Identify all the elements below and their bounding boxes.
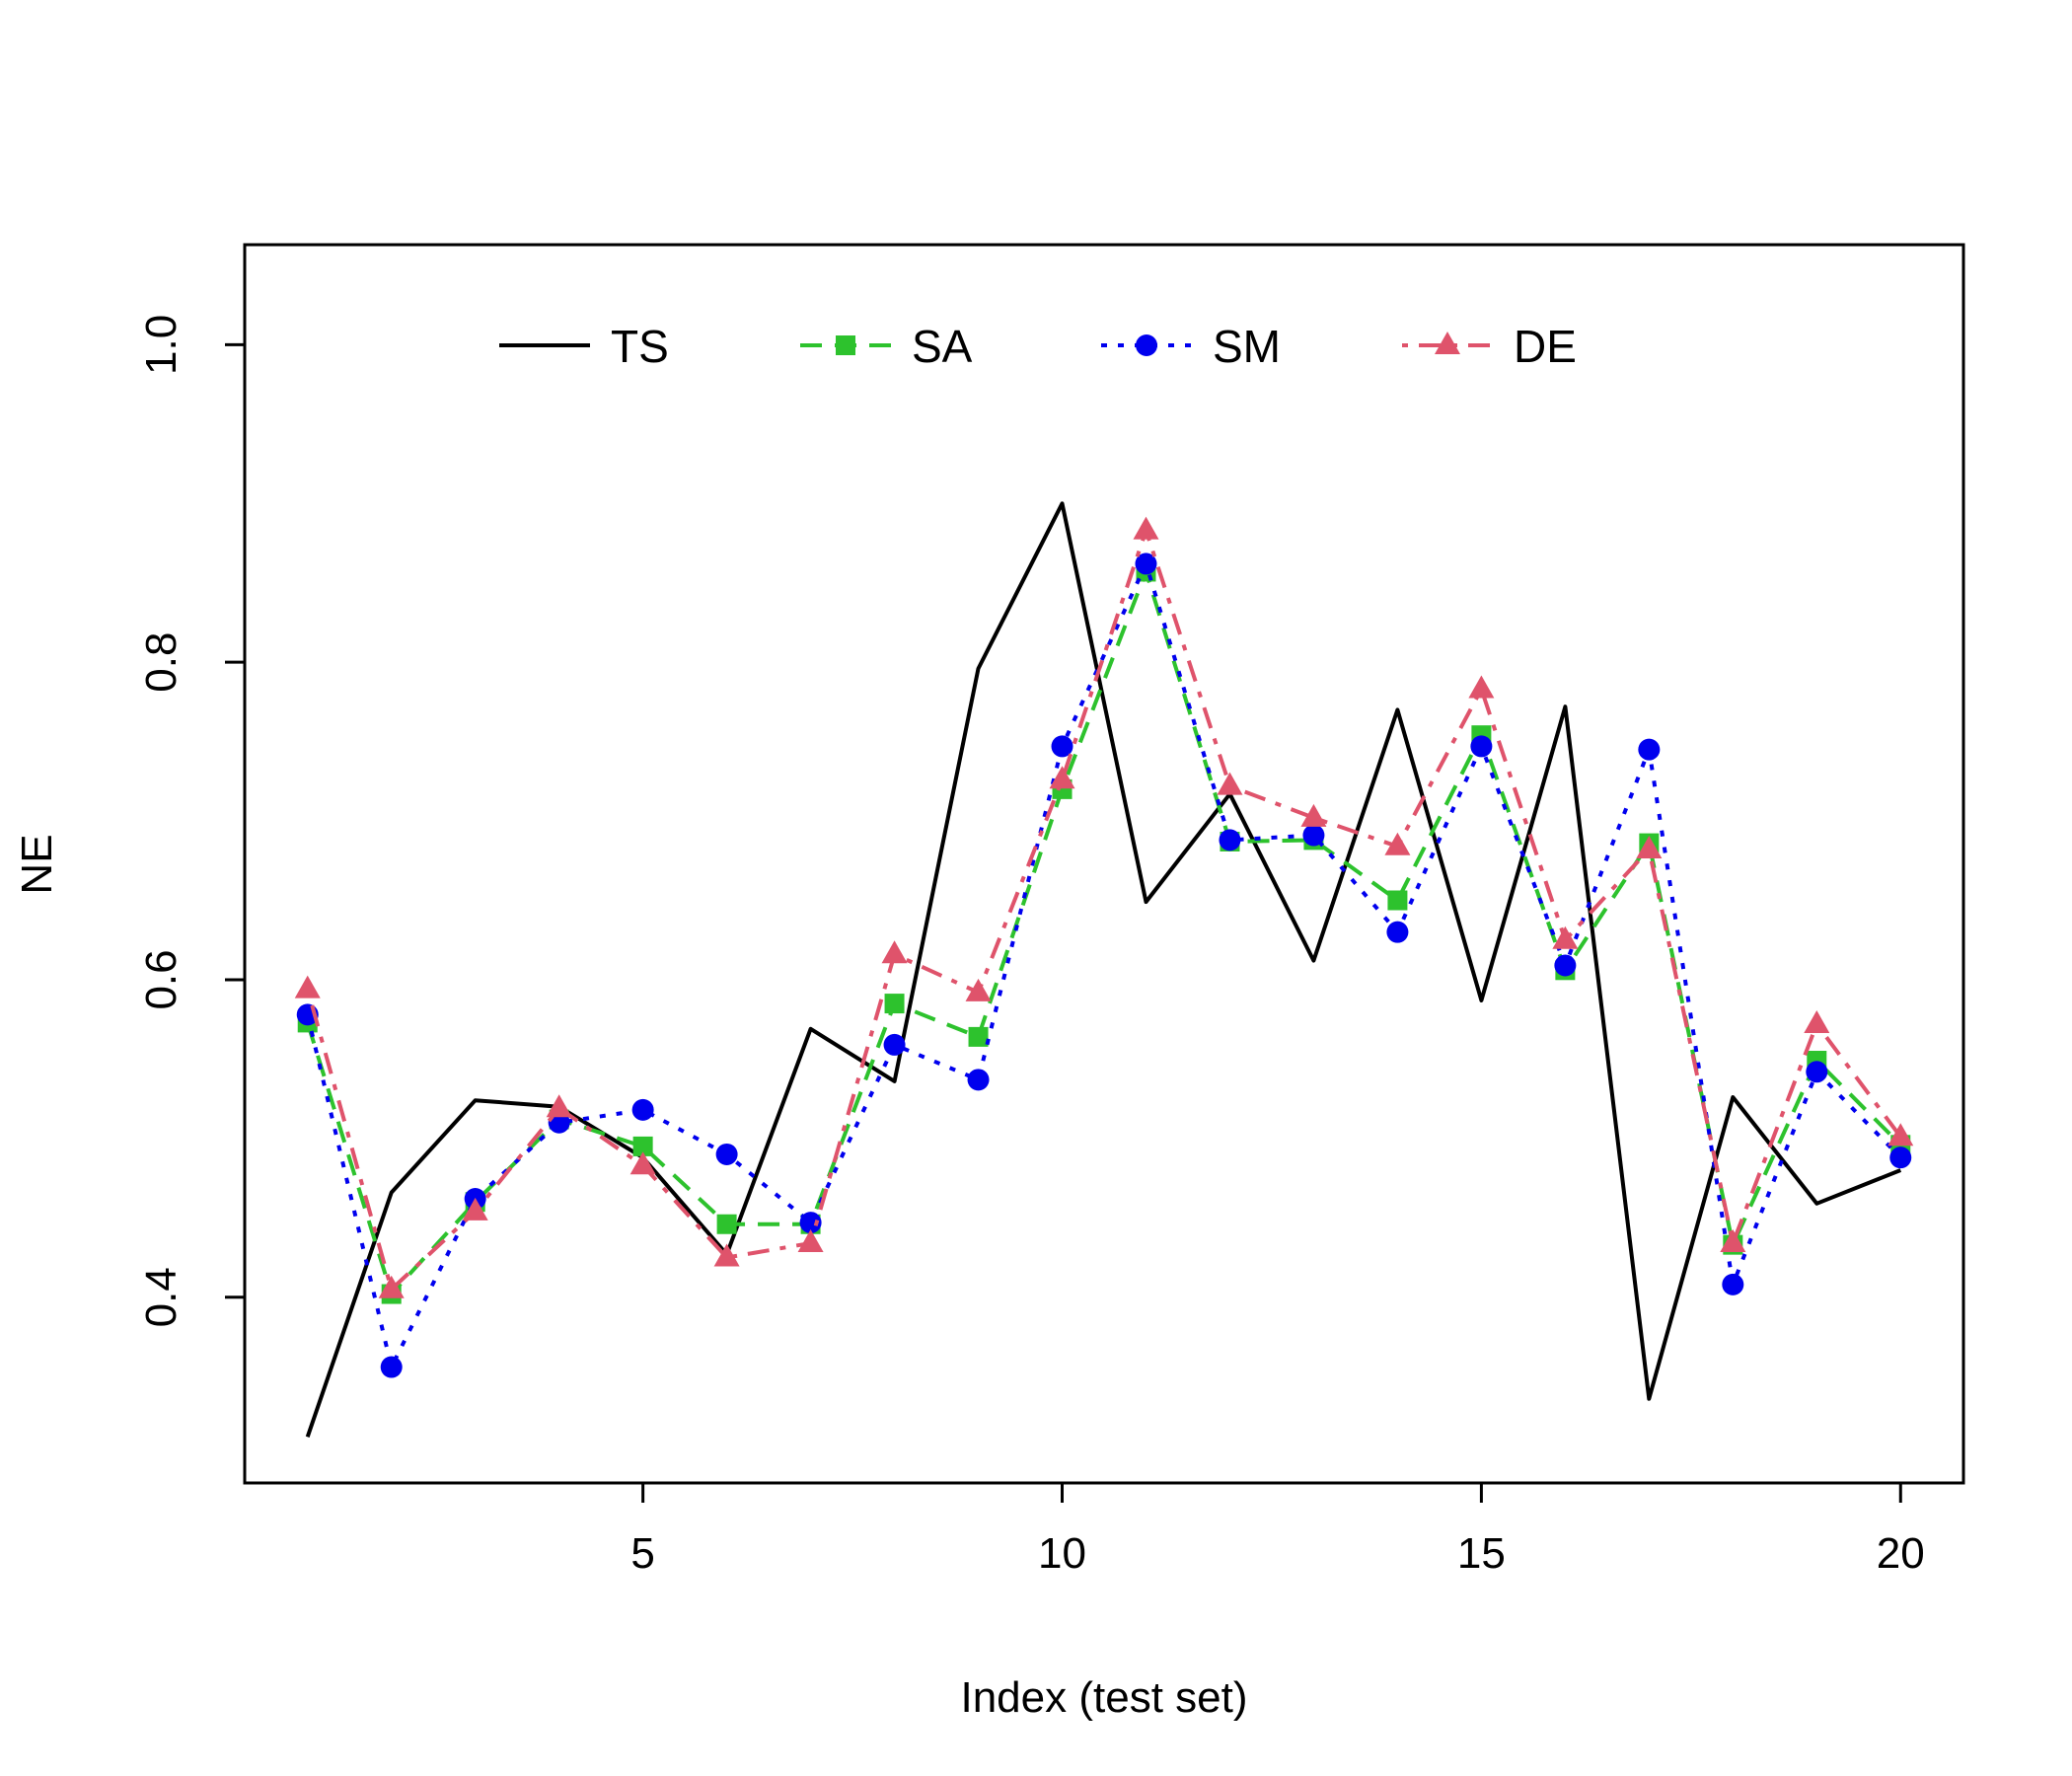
legend-item-ts: TS — [499, 321, 669, 372]
data-point-sm — [1302, 824, 1325, 847]
x-axis: 5 10 15 20 — [630, 1483, 1925, 1578]
data-point-de — [797, 1229, 824, 1253]
data-point-sm — [1219, 829, 1241, 851]
data-point-sm — [1554, 954, 1577, 977]
legend-item-de: DE — [1402, 321, 1577, 372]
legend: TS SA SM DE — [499, 321, 1577, 372]
data-point-de — [1384, 832, 1411, 855]
data-point-de — [1049, 766, 1075, 789]
y-tick-label: 0.4 — [137, 1267, 185, 1327]
data-point-de — [1720, 1229, 1746, 1253]
data-point-sa — [716, 1214, 737, 1234]
series-ts — [305, 501, 1902, 1438]
data-point-de — [1468, 675, 1495, 699]
data-point-sm — [1135, 553, 1157, 575]
series-line-sm — [305, 561, 1902, 1369]
data-point-de — [965, 978, 992, 1001]
data-point-de — [1133, 516, 1159, 540]
data-point-de — [713, 1243, 740, 1267]
x-tick-label: 5 — [630, 1529, 654, 1578]
data-point-de — [462, 1197, 488, 1221]
plot-frame — [243, 243, 1965, 1485]
data-point-sa — [632, 1136, 653, 1156]
data-point-sm — [1806, 1061, 1828, 1083]
data-point-de — [1217, 772, 1243, 795]
data-point-de — [629, 1151, 656, 1175]
legend-label-sm: SM — [1213, 321, 1281, 372]
series-de — [294, 516, 1914, 1298]
x-tick-label: 15 — [1457, 1529, 1506, 1578]
data-point-de — [1804, 1010, 1830, 1034]
x-tick-label: 20 — [1877, 1529, 1925, 1578]
data-point-sm — [1889, 1147, 1912, 1169]
y-tick-label: 1.0 — [137, 315, 185, 375]
data-point-sa — [1387, 890, 1408, 911]
x-axis-label: Index (test set) — [960, 1673, 1247, 1722]
data-point-sm — [1638, 738, 1661, 761]
y-tick-label: 0.8 — [137, 632, 185, 693]
series-layer — [294, 501, 1914, 1438]
data-point-sm — [715, 1143, 738, 1165]
data-point-sm — [1722, 1273, 1744, 1295]
data-point-de — [378, 1275, 405, 1298]
data-point-de — [881, 940, 908, 964]
legend-marker-sm — [1136, 334, 1157, 356]
series-line-de — [305, 528, 1902, 1292]
data-point-sm — [631, 1098, 654, 1121]
data-point-sa — [968, 1026, 989, 1047]
x-tick-label: 10 — [1038, 1529, 1086, 1578]
legend-label-de: DE — [1514, 321, 1577, 372]
y-axis-label: NE — [13, 834, 61, 894]
legend-item-sm: SM — [1101, 321, 1281, 372]
data-point-sm — [883, 1033, 906, 1056]
legend-marker-sa — [836, 335, 855, 355]
legend-item-sa: SA — [800, 321, 973, 372]
data-point-sm — [380, 1356, 403, 1378]
data-point-sm — [967, 1069, 990, 1091]
data-point-sm — [1051, 735, 1073, 758]
series-line-ts — [305, 501, 1902, 1438]
data-point-de — [546, 1094, 572, 1118]
data-point-sm — [799, 1212, 822, 1234]
data-point-de — [1887, 1123, 1914, 1147]
data-point-sm — [1470, 735, 1493, 758]
legend-marker-de — [1435, 332, 1460, 354]
data-point-sa — [884, 994, 905, 1014]
legend-label-ts: TS — [611, 321, 669, 372]
y-tick-label: 0.6 — [137, 949, 185, 1009]
data-point-de — [294, 975, 321, 999]
y-axis: 0.4 0.6 0.8 1.0 — [137, 315, 245, 1327]
data-point-sm — [1386, 921, 1409, 943]
data-point-de — [1636, 836, 1663, 859]
data-point-de — [1300, 803, 1327, 827]
data-point-de — [1552, 925, 1579, 949]
legend-label-sa: SA — [912, 321, 973, 372]
